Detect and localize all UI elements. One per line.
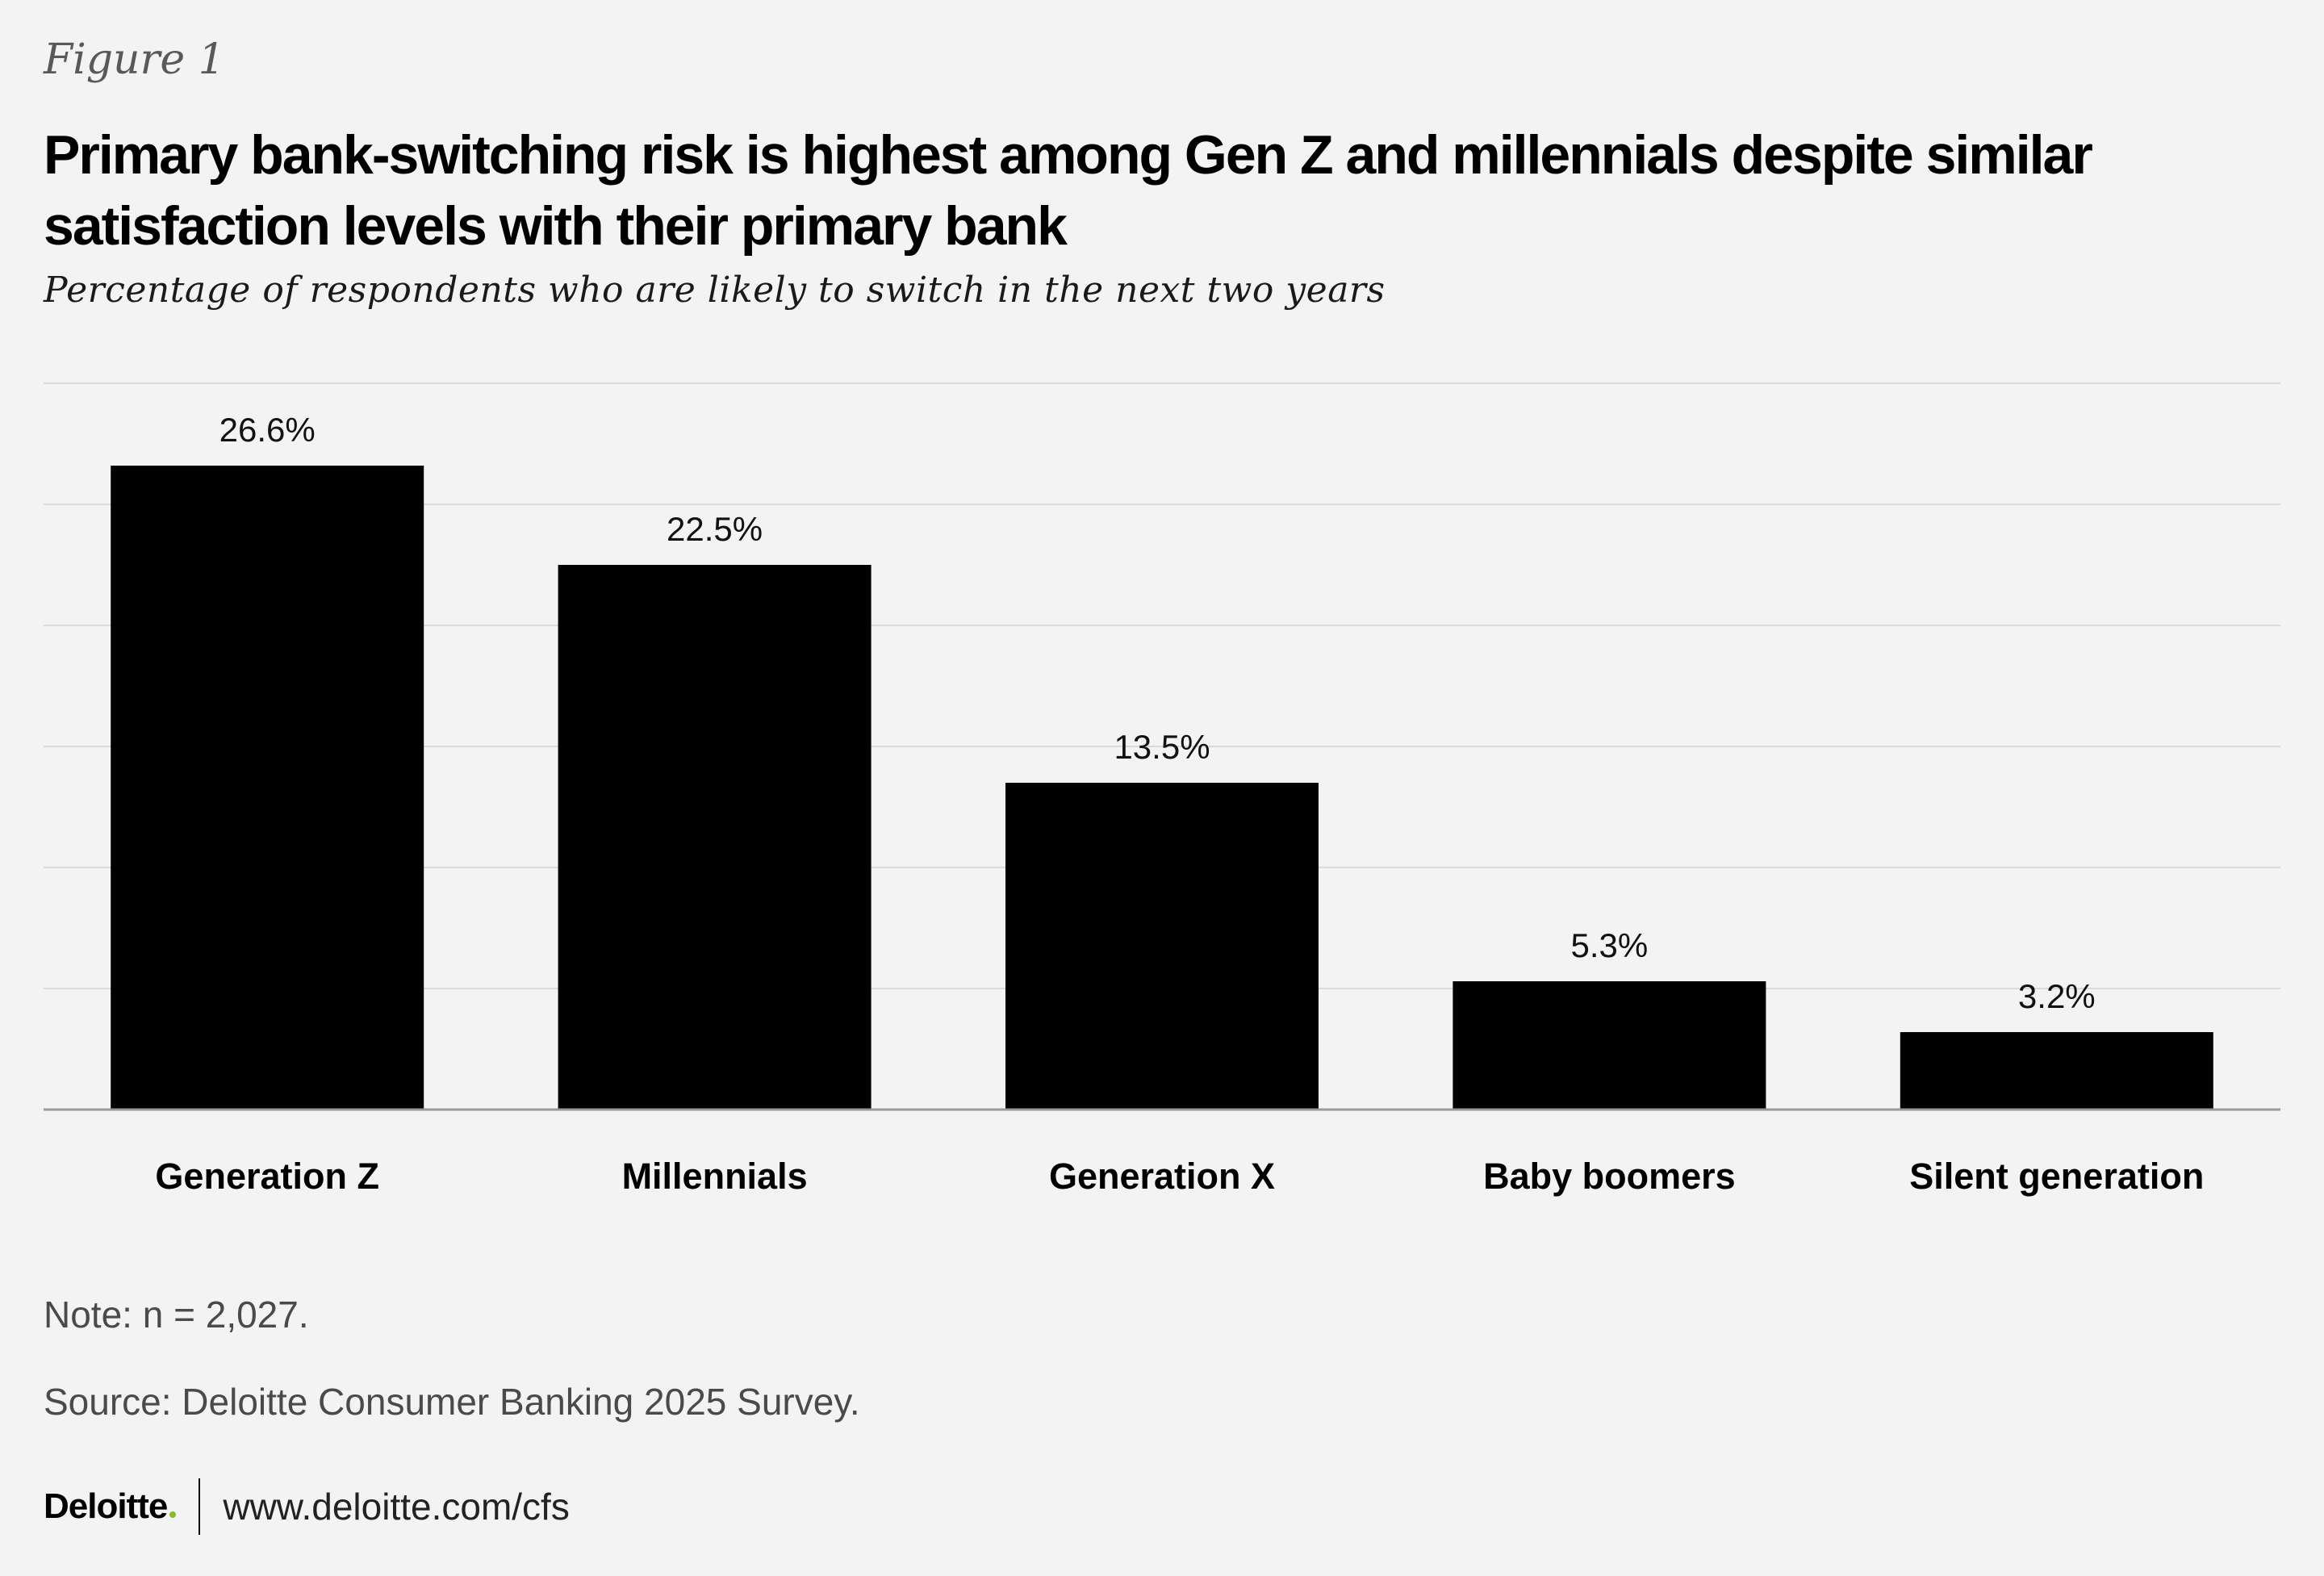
bar (1900, 1032, 2213, 1110)
footer: Deloitte www.deloitte.com/cfs (44, 1478, 570, 1535)
bar (111, 466, 424, 1110)
category-label: Baby boomers (1483, 1156, 1736, 1197)
category-label: Silent generation (1909, 1156, 2204, 1197)
category-label: Generation Z (155, 1156, 379, 1197)
bar-chart: 26.6% Generation Z 22.5% Millennials 13.5% Ge… (44, 383, 2280, 1197)
bar (558, 565, 872, 1110)
data-label: 22.5% (667, 510, 763, 548)
category-label: Millennials (622, 1156, 808, 1197)
data-label: 26.6% (219, 411, 316, 449)
brand-name: Deloitte (44, 1486, 168, 1526)
data-label: 5.3% (1571, 926, 1649, 964)
footer-url[interactable]: www.deloitte.com/cfs (223, 1486, 570, 1528)
deloitte-logo: Deloitte (44, 1486, 177, 1527)
note-text: Note: n = 2,027. (44, 1294, 309, 1336)
source-text: Source: Deloitte Consumer Banking 2025 S… (44, 1381, 860, 1423)
bar (1005, 783, 1319, 1110)
brand-dot (169, 1511, 177, 1518)
chart-title: Primary bank-switching risk is highest a… (44, 124, 2093, 257)
figure-label: Figure 1 (44, 36, 225, 84)
data-label: 3.2% (2018, 977, 2096, 1015)
category-label: Generation X (1049, 1156, 1275, 1197)
chart-subtitle: Percentage of respondents who are likely… (44, 270, 1386, 311)
footer-divider (199, 1478, 201, 1535)
data-label: 13.5% (1114, 728, 1210, 766)
bar (1452, 981, 1766, 1110)
